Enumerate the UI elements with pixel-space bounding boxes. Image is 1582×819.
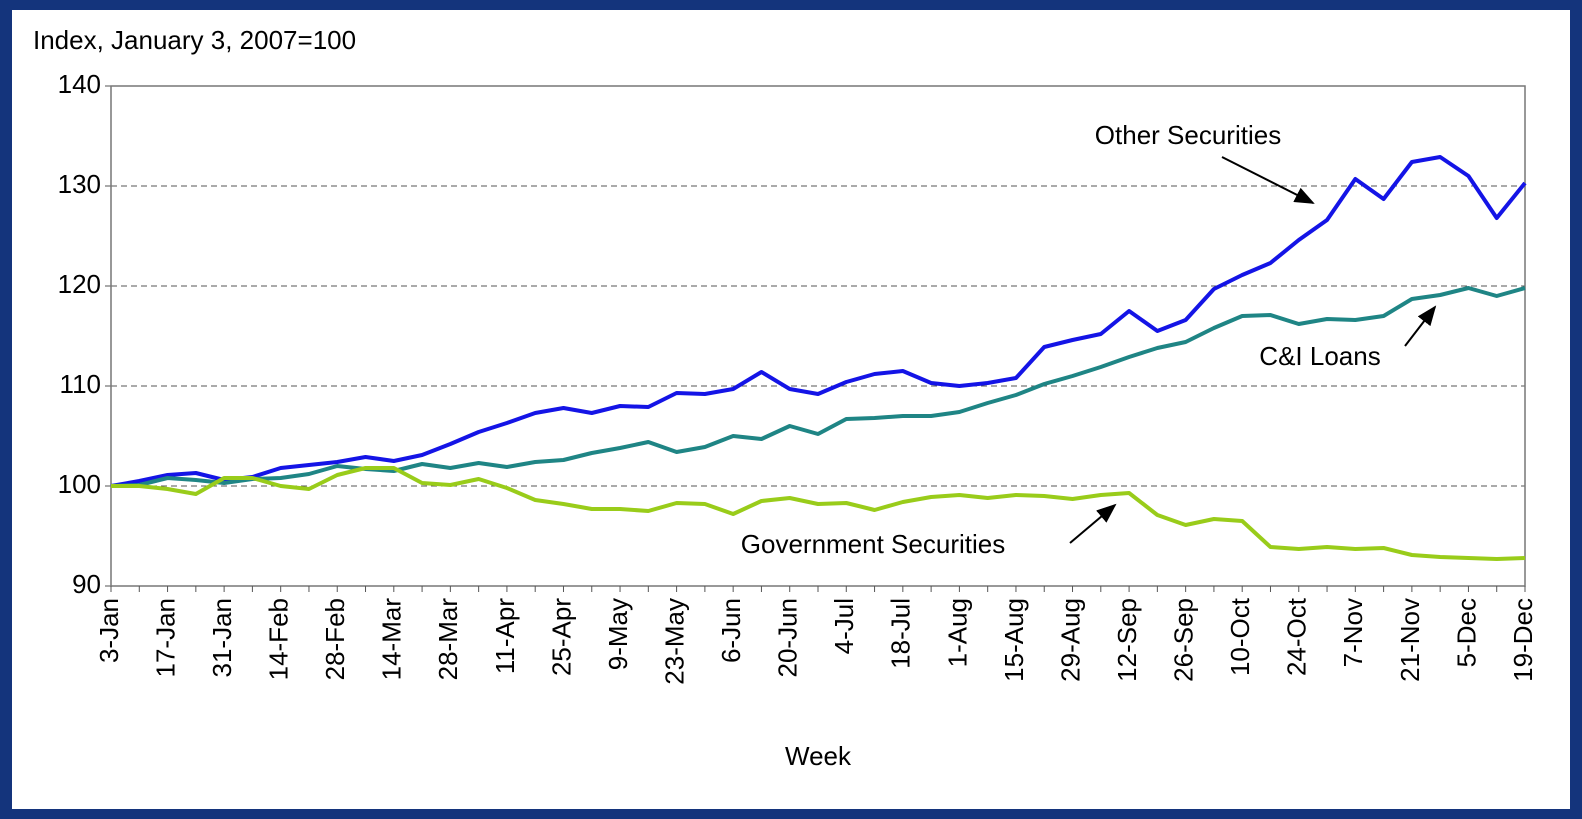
data-line (110, 155, 1527, 488)
x-tick-label: 24-Oct (1282, 597, 1312, 676)
x-tick-label: 23-May (659, 598, 689, 685)
x-tick-label: 17-Jan (150, 598, 180, 678)
plot-area: 90 100 110 120 130 140 3-Jan 17-Jan 31-Jan 14-Feb… (58, 69, 1538, 685)
y-tick-label: 110 (60, 369, 101, 399)
x-tick-label: 20-Jun (773, 598, 803, 678)
x-axis-label: Week (785, 741, 852, 771)
data-line (110, 286, 1526, 488)
annotation-arrow (1221, 156, 1315, 204)
annotation: Government Securities (741, 529, 1005, 559)
x-tick-label: 14-Feb (264, 598, 294, 680)
x-tick-label: 19-Dec (1508, 598, 1538, 682)
x-tick-label: 3-Jan (94, 598, 124, 663)
annotation: Other Securities (1095, 120, 1281, 150)
y-tick-label: 120 (58, 269, 101, 299)
x-tick-label: 7-Nov (1338, 598, 1368, 667)
x-tick-label: 1-Aug (942, 598, 972, 667)
x-tick-label: 9-May (603, 598, 633, 670)
x-tick-label: 14-Mar (377, 598, 407, 681)
x-tick-label: 4-Jul (829, 598, 859, 654)
y-tick-label: 140 (58, 69, 101, 99)
x-tick-label: 6-Jun (716, 598, 746, 663)
y-tick-label: 100 (58, 469, 101, 499)
x-tick-label: 11-Apr (490, 598, 520, 674)
x-tick-label: 28-Feb (320, 598, 350, 680)
x-tick-label: 10-Oct (1225, 597, 1255, 676)
x-tick-label: 21-Nov (1395, 598, 1425, 682)
x-tick-label: 25-Apr (546, 598, 576, 676)
x-tick-label: 26-Sep (1169, 598, 1199, 682)
data-line (111, 466, 1526, 561)
y-axis-label: Index, January 3, 2007=100 (33, 25, 356, 55)
x-tick-label: 5-Dec (1451, 598, 1481, 667)
x-tick-label: 18-Jul (886, 598, 916, 669)
x-tick-label: 15-Aug (999, 598, 1029, 682)
chart-background (12, 10, 1570, 809)
y-tick-label: 90 (72, 569, 101, 599)
x-tick-label: 28-Mar (433, 598, 463, 681)
annotation: C&I Loans (1259, 341, 1380, 371)
y-tick-label: 130 (58, 169, 101, 199)
annotation-arrow (1069, 503, 1117, 544)
x-tick-label: 12-Sep (1112, 598, 1142, 682)
x-tick-label: 29-Aug (1055, 598, 1085, 682)
x-tick-label: 31-Jan (207, 598, 237, 678)
annotation-arrow (1404, 305, 1437, 347)
